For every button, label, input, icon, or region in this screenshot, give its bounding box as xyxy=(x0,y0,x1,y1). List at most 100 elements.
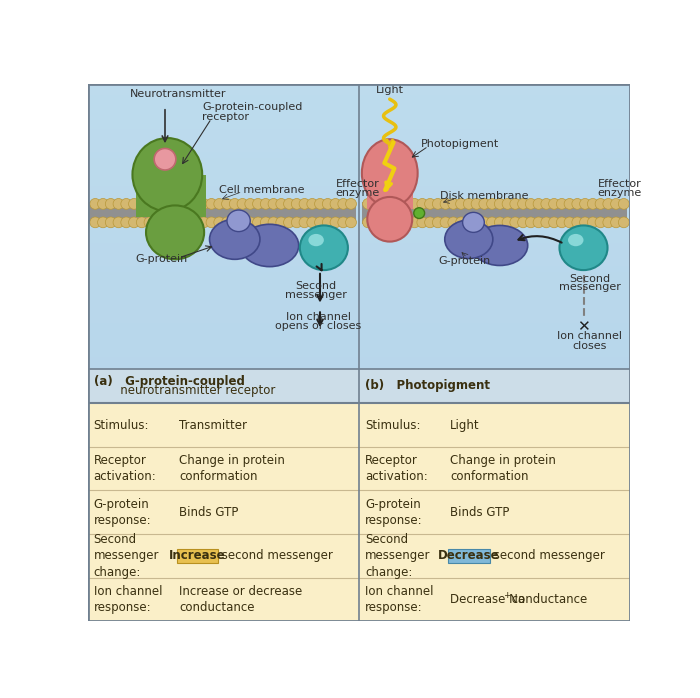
Circle shape xyxy=(595,198,606,209)
Circle shape xyxy=(136,217,147,228)
Ellipse shape xyxy=(472,225,528,265)
Text: Increase or decrease
conductance: Increase or decrease conductance xyxy=(179,585,302,614)
Text: Stimulus:: Stimulus: xyxy=(94,419,149,431)
Circle shape xyxy=(105,198,116,209)
Circle shape xyxy=(417,198,428,209)
Circle shape xyxy=(370,217,382,228)
Circle shape xyxy=(152,198,162,209)
Text: Change in protein
conformation: Change in protein conformation xyxy=(179,454,285,484)
Circle shape xyxy=(97,217,108,228)
Bar xyxy=(88,101,630,107)
Text: Ion channel: Ion channel xyxy=(557,332,622,341)
Text: G-protein: G-protein xyxy=(136,254,188,265)
Text: Ion channel
response:: Ion channel response: xyxy=(94,585,162,614)
Circle shape xyxy=(378,198,389,209)
Circle shape xyxy=(517,217,528,228)
Circle shape xyxy=(190,198,202,209)
Circle shape xyxy=(603,198,614,209)
Circle shape xyxy=(440,217,451,228)
Bar xyxy=(88,318,630,323)
Ellipse shape xyxy=(132,138,202,211)
Circle shape xyxy=(307,198,318,209)
Circle shape xyxy=(471,217,482,228)
Text: Photopigment: Photopigment xyxy=(421,139,499,149)
Circle shape xyxy=(510,198,521,209)
Text: ✕: ✕ xyxy=(577,319,590,334)
Circle shape xyxy=(144,217,155,228)
Ellipse shape xyxy=(241,224,299,267)
Circle shape xyxy=(253,217,263,228)
Circle shape xyxy=(284,198,295,209)
Circle shape xyxy=(533,217,544,228)
Circle shape xyxy=(322,198,333,209)
Circle shape xyxy=(307,217,318,228)
Ellipse shape xyxy=(227,210,251,232)
Bar xyxy=(88,215,630,221)
Circle shape xyxy=(386,198,397,209)
Bar xyxy=(88,312,630,318)
Ellipse shape xyxy=(568,234,584,246)
Circle shape xyxy=(160,217,170,228)
Circle shape xyxy=(486,217,498,228)
Circle shape xyxy=(222,217,232,228)
Bar xyxy=(88,260,630,266)
Text: Neurotransmitter: Neurotransmitter xyxy=(130,89,227,99)
Ellipse shape xyxy=(209,219,260,260)
Circle shape xyxy=(198,217,209,228)
Ellipse shape xyxy=(300,225,348,270)
Circle shape xyxy=(401,198,412,209)
Circle shape xyxy=(587,217,598,228)
Text: Light: Light xyxy=(450,419,480,431)
Bar xyxy=(88,255,630,260)
Circle shape xyxy=(113,217,124,228)
Bar xyxy=(88,266,630,272)
Bar xyxy=(89,202,356,224)
Ellipse shape xyxy=(444,220,493,258)
Circle shape xyxy=(268,217,279,228)
Circle shape xyxy=(433,217,443,228)
Circle shape xyxy=(330,217,341,228)
Bar xyxy=(88,403,630,621)
Text: G-protein-coupled: G-protein-coupled xyxy=(202,102,302,112)
Circle shape xyxy=(378,217,389,228)
Ellipse shape xyxy=(146,205,204,260)
Circle shape xyxy=(409,198,420,209)
Bar xyxy=(88,232,630,237)
Circle shape xyxy=(276,217,287,228)
Text: G-protein: G-protein xyxy=(439,256,491,266)
Circle shape xyxy=(245,198,255,209)
Circle shape xyxy=(230,198,240,209)
Circle shape xyxy=(456,198,466,209)
Text: Decrease: Decrease xyxy=(438,549,500,563)
Bar xyxy=(88,152,630,158)
Bar xyxy=(88,186,630,192)
Text: Decrease Na: Decrease Na xyxy=(450,593,525,606)
Circle shape xyxy=(260,217,271,228)
Circle shape xyxy=(90,217,101,228)
Text: G-protein
response:: G-protein response: xyxy=(94,498,151,527)
Text: second messenger: second messenger xyxy=(490,549,605,563)
Text: Second: Second xyxy=(295,281,337,291)
FancyBboxPatch shape xyxy=(176,549,218,563)
Circle shape xyxy=(479,217,490,228)
Circle shape xyxy=(284,217,295,228)
Circle shape xyxy=(190,217,202,228)
Circle shape xyxy=(152,217,162,228)
Circle shape xyxy=(245,217,255,228)
Text: Second
messenger
change:: Second messenger change: xyxy=(365,533,430,579)
Text: Cell membrane: Cell membrane xyxy=(219,185,304,195)
Text: Binds GTP: Binds GTP xyxy=(179,506,238,519)
Circle shape xyxy=(502,198,513,209)
Circle shape xyxy=(167,217,178,228)
Circle shape xyxy=(393,198,405,209)
Bar xyxy=(88,352,630,357)
Circle shape xyxy=(198,198,209,209)
Bar xyxy=(88,192,630,198)
Bar xyxy=(88,135,630,141)
Bar xyxy=(88,334,630,340)
Circle shape xyxy=(417,217,428,228)
Circle shape xyxy=(618,217,629,228)
Bar xyxy=(88,84,630,89)
Circle shape xyxy=(610,217,622,228)
Text: Change in protein
conformation: Change in protein conformation xyxy=(450,454,556,484)
